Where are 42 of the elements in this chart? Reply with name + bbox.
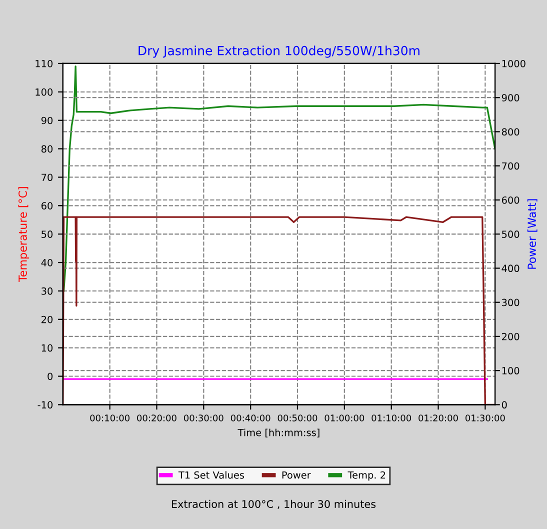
y2-tick-label: 100 (502, 367, 520, 374)
y2-tick-label: 200 (502, 332, 520, 340)
x-tick-label: 00:10:00 (90, 414, 130, 422)
x-tick-label: 00:30:00 (184, 414, 224, 422)
y-tick-label: 80 (41, 145, 53, 153)
y-tick-label: -10 (38, 401, 53, 409)
y-tick-label: 10 (42, 344, 53, 352)
x-tick-label: 00:50:00 (278, 414, 318, 422)
y-tick-label: 40 (41, 258, 53, 266)
legend-label: Power (282, 471, 311, 479)
y2-tick-label: 600 (502, 196, 520, 204)
y2-tick-label: 1000 (502, 60, 526, 68)
y-tick-label: 30 (42, 287, 53, 295)
x-tick-label: 00:20:00 (137, 414, 176, 422)
y2-tick-label: 0 (502, 401, 507, 409)
y2-tick-label: 700 (502, 162, 520, 170)
y-tick-label: 100 (36, 88, 53, 96)
y-tick-label: 90 (41, 116, 53, 124)
chart-title: Dry Jasmine Extraction 100deg/550W/1h30m (138, 46, 420, 58)
y-tick-label: 70 (42, 174, 53, 182)
x-tick-label: 00:40:00 (230, 414, 270, 422)
text: Extraction at 100°C , 1hour 30 minutes (172, 500, 376, 510)
y2-tick-label: 400 (502, 264, 520, 272)
y-tick-label: 60 (41, 202, 53, 210)
x-tick-label: 01:20:00 (418, 414, 458, 422)
x-tick-label: 01:00:00 (324, 414, 364, 422)
y-tick-label: 50 (42, 230, 53, 238)
y-tick-label: 0 (48, 372, 53, 380)
x-tick-label: 01:10:00 (372, 414, 412, 422)
x-axis-title: Time [hh:mm:ss] (238, 428, 320, 438)
line-series (62, 65, 496, 292)
y-tick-label: 110 (36, 60, 53, 68)
x-tick-label: 01:30:00 (466, 414, 505, 422)
y2-tick-label: 900 (502, 94, 520, 102)
legend-label: Temp. 2 (348, 471, 386, 481)
y-axis-title: Temperature [°C] (18, 187, 30, 282)
legend-label: T1 Set Values (178, 471, 244, 479)
y2-axis-title: Power [Watt] (527, 199, 538, 269)
y2-tick-label: 300 (502, 298, 520, 306)
y-tick-label: 20 (42, 316, 53, 324)
y2-tick-label: 800 (502, 128, 520, 136)
y2-tick-label: 500 (502, 230, 520, 238)
